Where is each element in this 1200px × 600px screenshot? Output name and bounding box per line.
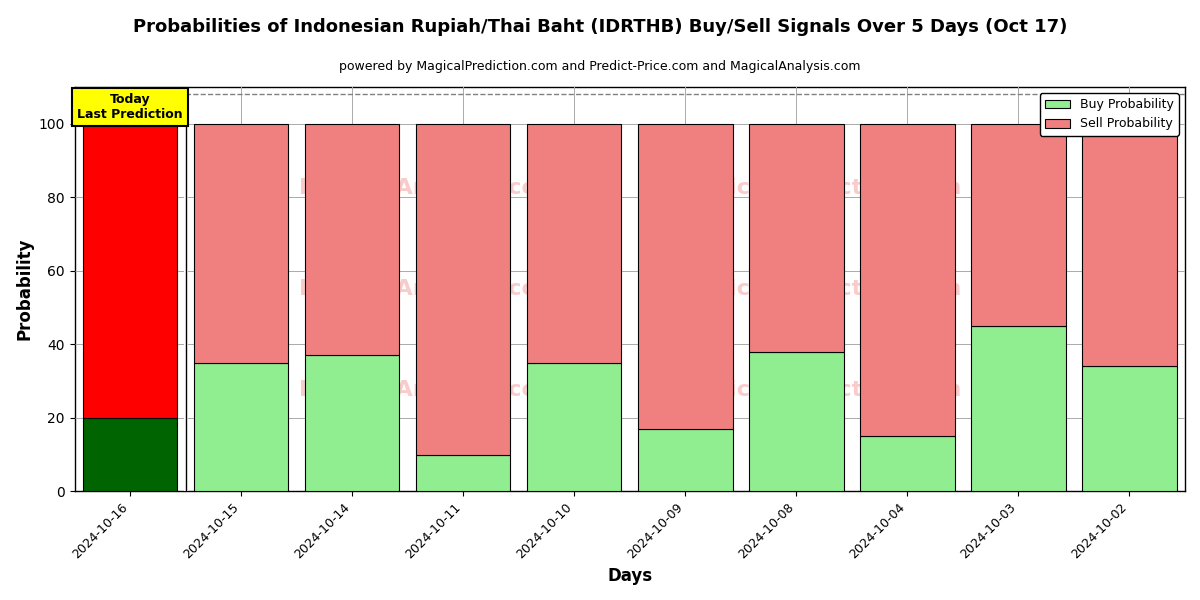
Bar — [1082, 124, 1177, 367]
Bar — [527, 124, 622, 362]
Bar — [749, 124, 844, 352]
Text: Today
Last Prediction: Today Last Prediction — [77, 92, 182, 121]
Text: MagicalAnalysis.com: MagicalAnalysis.com — [300, 178, 560, 198]
Text: MagicalPrediction.com: MagicalPrediction.com — [676, 178, 961, 198]
Text: Probabilities of Indonesian Rupiah/Thai Baht (IDRTHB) Buy/Sell Signals Over 5 Da: Probabilities of Indonesian Rupiah/Thai … — [133, 18, 1067, 36]
Bar — [638, 124, 732, 429]
Bar — [416, 455, 510, 491]
Text: powered by MagicalPrediction.com and Predict-Price.com and MagicalAnalysis.com: powered by MagicalPrediction.com and Pre… — [340, 60, 860, 73]
Y-axis label: Probability: Probability — [16, 238, 34, 340]
Bar — [860, 436, 955, 491]
Bar — [416, 124, 510, 455]
Bar — [194, 124, 288, 362]
Legend: Buy Probability, Sell Probability: Buy Probability, Sell Probability — [1040, 93, 1178, 136]
Bar — [749, 352, 844, 491]
Text: MagicalAnalysis.com: MagicalAnalysis.com — [300, 380, 560, 400]
Bar — [971, 326, 1066, 491]
Bar — [527, 362, 622, 491]
Bar — [83, 124, 178, 418]
Bar — [305, 355, 400, 491]
Text: MagicalAnalysis.com: MagicalAnalysis.com — [300, 279, 560, 299]
Bar — [305, 124, 400, 355]
Bar — [1082, 367, 1177, 491]
Bar — [971, 124, 1066, 326]
Bar — [83, 418, 178, 491]
X-axis label: Days: Days — [607, 567, 653, 585]
Text: MagicalPrediction.com: MagicalPrediction.com — [676, 279, 961, 299]
Bar — [194, 362, 288, 491]
Bar — [860, 124, 955, 436]
Text: MagicalPrediction.com: MagicalPrediction.com — [676, 380, 961, 400]
Bar — [638, 429, 732, 491]
